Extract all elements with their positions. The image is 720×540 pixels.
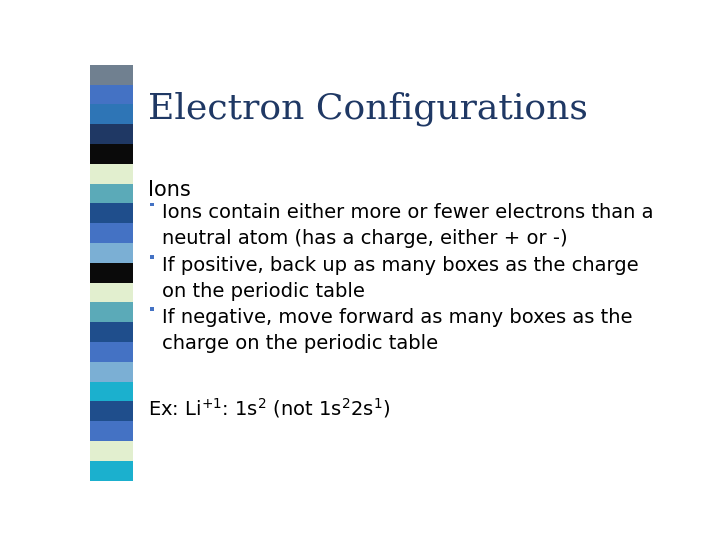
Bar	[90, 263, 132, 282]
Bar	[150, 255, 154, 259]
Bar	[90, 362, 132, 382]
Bar	[90, 104, 132, 124]
Bar	[90, 204, 132, 223]
Bar	[90, 441, 132, 461]
Text: Electron Configurations: Electron Configurations	[148, 92, 588, 126]
Bar	[90, 124, 132, 144]
Bar	[90, 164, 132, 184]
Bar	[90, 322, 132, 342]
Bar	[90, 382, 132, 401]
Bar	[90, 184, 132, 204]
Bar	[150, 202, 154, 206]
Bar	[90, 401, 132, 421]
Bar	[90, 223, 132, 243]
Bar	[90, 342, 132, 362]
Bar	[90, 85, 132, 104]
Text: Ions contain either more or fewer electrons than a
neutral atom (has a charge, e: Ions contain either more or fewer electr…	[162, 204, 654, 248]
Bar	[90, 243, 132, 263]
Bar	[90, 461, 132, 481]
Bar	[90, 282, 132, 302]
Text: Ex: Li$^{+1}$: 1s$^{2}$ (not 1s$^{2}$2s$^{1}$): Ex: Li$^{+1}$: 1s$^{2}$ (not 1s$^{2}$2s$…	[148, 396, 390, 420]
Bar	[90, 65, 132, 85]
Bar	[90, 144, 132, 164]
Bar	[150, 307, 154, 311]
Text: Ions: Ions	[148, 180, 191, 200]
Bar	[90, 302, 132, 322]
Text: If negative, move forward as many boxes as the
charge on the periodic table: If negative, move forward as many boxes …	[162, 308, 633, 353]
Text: If positive, back up as many boxes as the charge
on the periodic table: If positive, back up as many boxes as th…	[162, 256, 639, 300]
Bar	[90, 421, 132, 441]
